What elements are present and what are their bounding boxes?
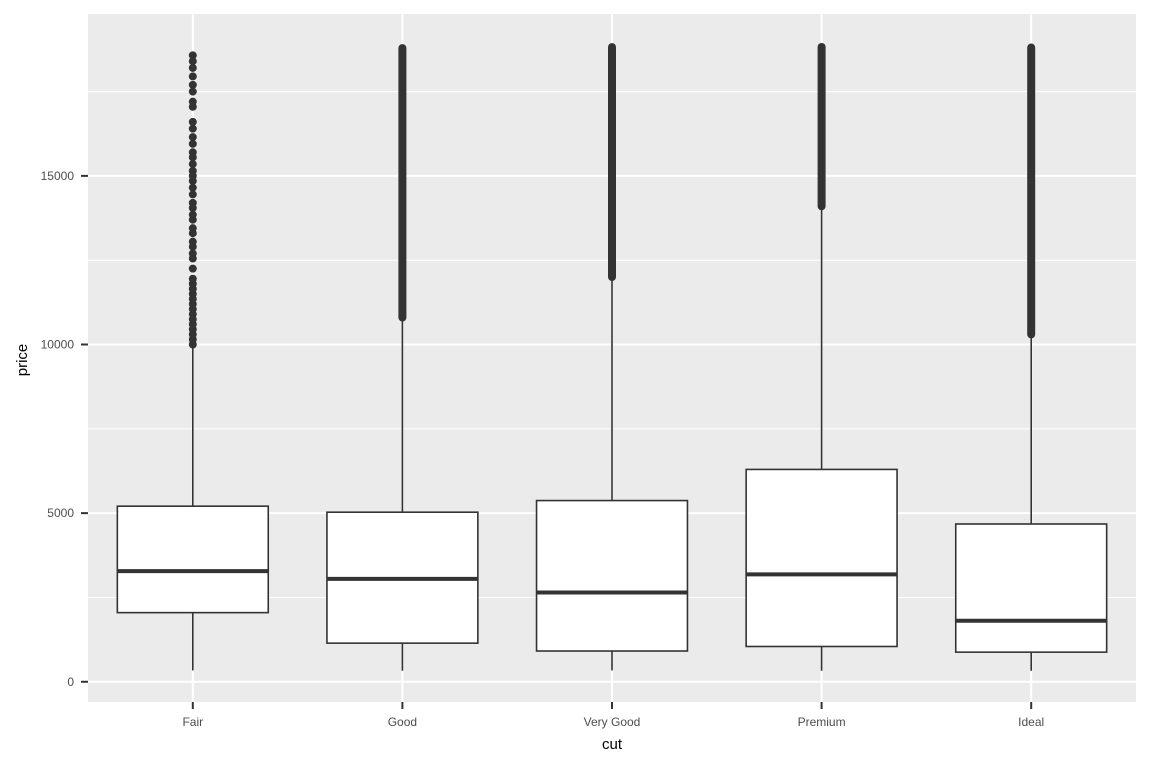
outlier-point xyxy=(188,249,197,258)
outlier-point xyxy=(188,133,197,142)
outlier-point xyxy=(188,148,197,157)
outlier-point xyxy=(188,264,197,273)
y-tick-label: 10000 xyxy=(41,338,75,352)
outlier-point xyxy=(188,183,197,192)
outlier-point xyxy=(188,80,197,89)
axes: 0 5000 10000 15000 Fair Good Very Good Premium I… xyxy=(41,169,1045,729)
outlier-point xyxy=(188,51,197,60)
outlier-point xyxy=(188,87,197,96)
y-tick-label: 5000 xyxy=(47,506,74,520)
iqr-box xyxy=(954,523,1108,653)
y-tick-label: 0 xyxy=(67,675,74,689)
outlier-point xyxy=(188,124,197,133)
outlier-point xyxy=(188,166,197,175)
boxes xyxy=(116,42,1108,671)
outlier-point xyxy=(188,117,197,126)
x-tick-label: Fair xyxy=(182,715,203,729)
outlier-point xyxy=(188,274,197,283)
outlier-point xyxy=(188,237,197,246)
outlier-point xyxy=(188,57,197,66)
y-axis-title: price xyxy=(14,344,31,377)
box-fair xyxy=(116,51,270,671)
x-axis-title: cut xyxy=(602,736,623,753)
outlier-point xyxy=(188,160,197,169)
outlier-point xyxy=(188,198,197,207)
outlier-point xyxy=(188,139,197,148)
box-good xyxy=(326,44,479,671)
box-ideal xyxy=(954,43,1108,671)
iqr-box xyxy=(535,499,689,652)
box-very-good xyxy=(535,43,689,671)
outlier-point xyxy=(188,63,197,72)
x-tick-label: Good xyxy=(388,715,417,729)
box-premium xyxy=(745,42,898,671)
outlier-point xyxy=(188,97,197,106)
iqr-box xyxy=(745,468,898,648)
outlier-point xyxy=(188,190,197,199)
outlier-point xyxy=(188,224,197,233)
outlier-point xyxy=(188,72,197,81)
x-tick-label: Premium xyxy=(798,715,846,729)
x-tick-label: Ideal xyxy=(1018,715,1044,729)
y-tick-label: 15000 xyxy=(41,169,75,183)
x-tick-label: Very Good xyxy=(584,715,641,729)
iqr-box xyxy=(116,505,270,614)
outlier-point xyxy=(188,210,197,219)
